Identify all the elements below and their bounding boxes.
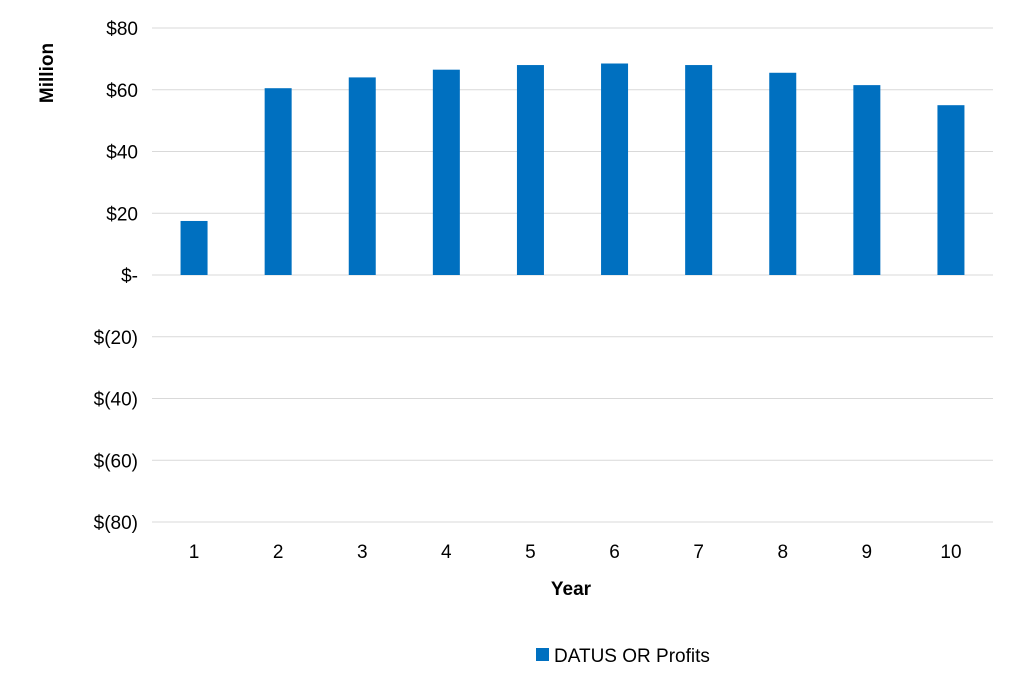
legend-label: DATUS OR Profits (554, 646, 710, 667)
legend-swatch (536, 648, 549, 661)
x-tick-label: 1 (189, 542, 200, 563)
bar-year-9 (853, 85, 881, 276)
y-tick-label: $(40) (94, 390, 138, 411)
bar-year-10 (937, 105, 965, 275)
bars (180, 63, 965, 276)
bar-year-7 (685, 65, 713, 275)
legend: DATUS OR Profits (536, 646, 710, 667)
gridlines (152, 27, 993, 523)
y-axis-title: Million (37, 43, 58, 103)
y-axis-ticks: $80 $60 $40 $20 $- $(20) $(40) $(60) $(80) (94, 19, 138, 534)
bar-year-2 (264, 88, 292, 275)
x-axis-ticks: 1 2 3 4 5 6 7 8 9 10 (189, 542, 962, 563)
y-tick-label: $80 (106, 19, 138, 40)
x-tick-label: 8 (777, 542, 788, 563)
y-tick-label: $(80) (94, 513, 138, 534)
x-tick-label: 7 (693, 542, 704, 563)
bar-year-5 (516, 65, 544, 275)
y-tick-label: $(20) (94, 328, 138, 349)
x-tick-label: 10 (940, 542, 961, 563)
x-tick-label: 3 (357, 542, 368, 563)
y-tick-label: $- (121, 266, 138, 287)
y-tick-label: $60 (106, 81, 138, 102)
bar-year-1 (180, 220, 208, 275)
x-tick-label: 4 (441, 542, 452, 563)
x-axis-title: Year (551, 579, 592, 600)
x-tick-label: 6 (609, 542, 620, 563)
x-tick-label: 2 (273, 542, 284, 563)
bar-year-4 (432, 69, 460, 276)
y-tick-label: $(60) (94, 451, 138, 472)
x-tick-label: 9 (862, 542, 873, 563)
bar-year-8 (769, 72, 797, 275)
y-tick-label: $20 (106, 204, 138, 225)
bar-year-3 (348, 77, 376, 276)
bar-year-6 (601, 63, 629, 275)
x-tick-label: 5 (525, 542, 536, 563)
y-tick-label: $40 (106, 143, 138, 164)
